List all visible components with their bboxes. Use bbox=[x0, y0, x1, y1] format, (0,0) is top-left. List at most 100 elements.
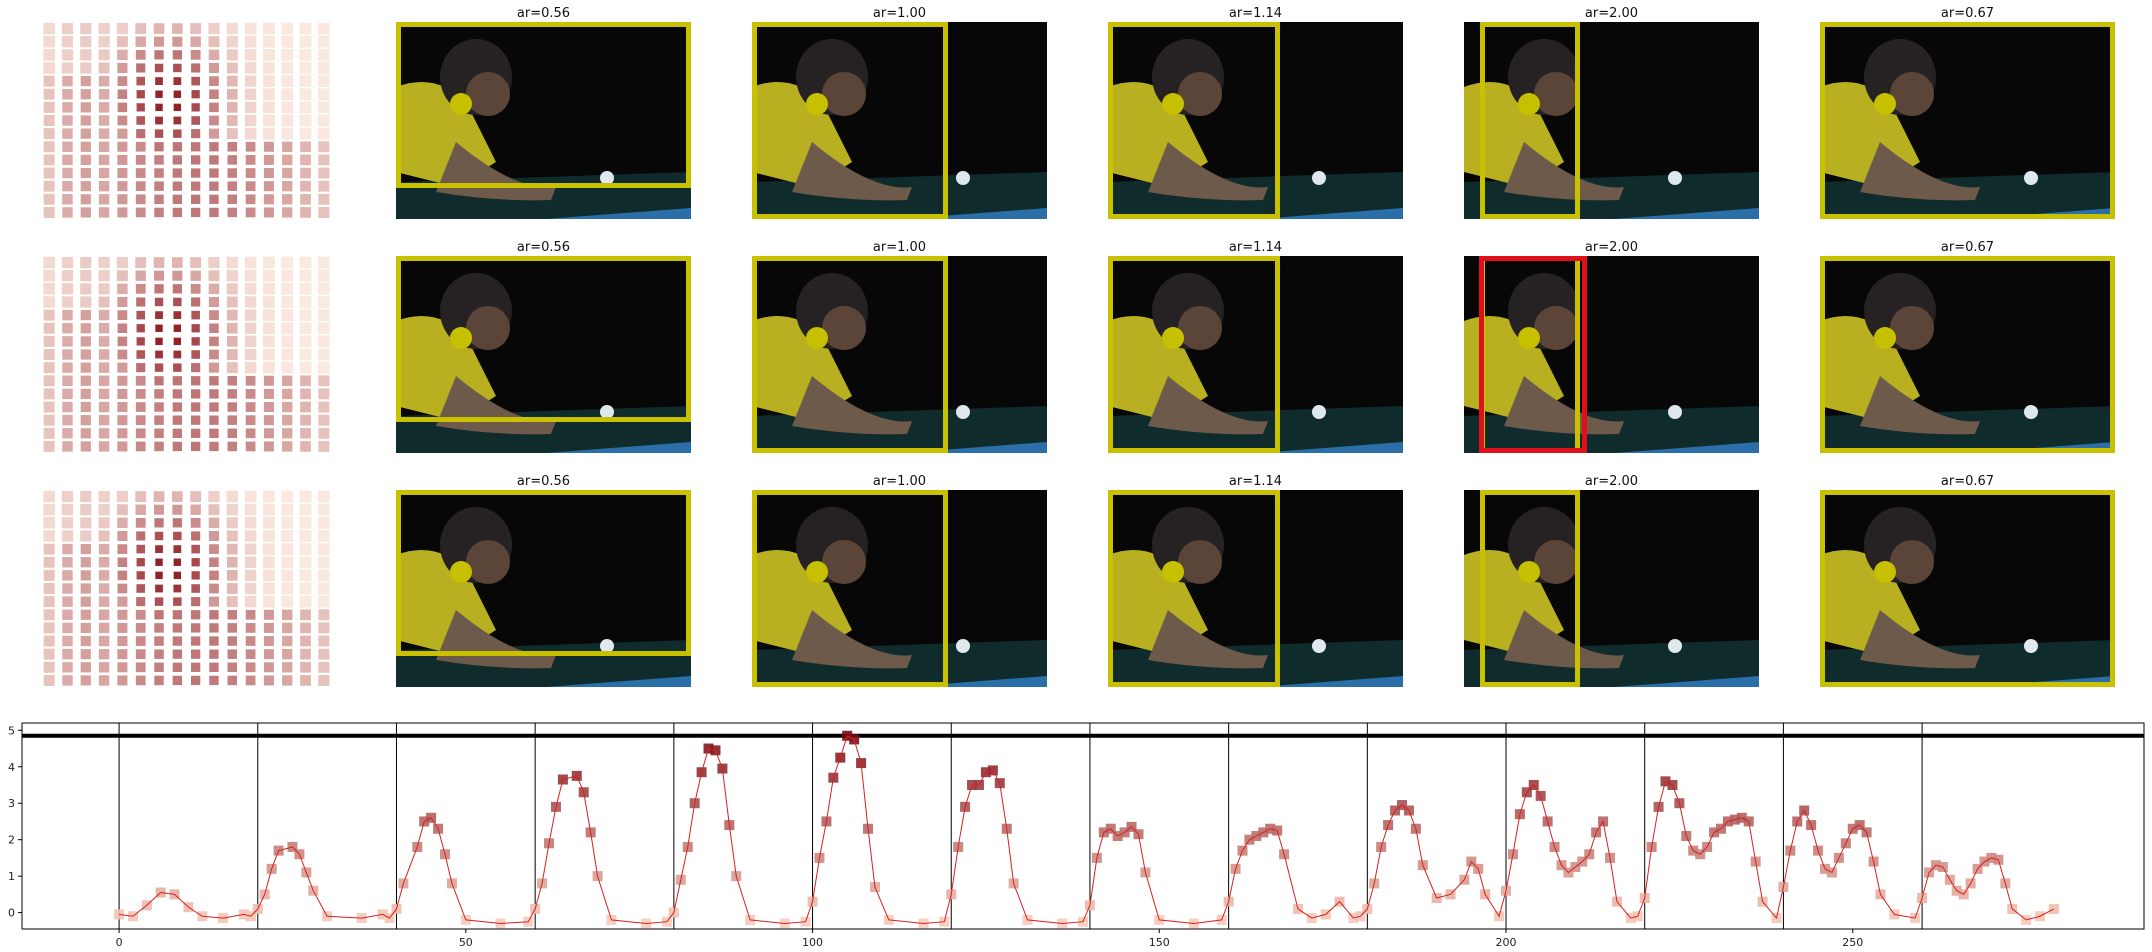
x-tick-label: 150 bbox=[1149, 936, 1170, 949]
heatmap-cell bbox=[43, 141, 55, 153]
heatmap-cell bbox=[191, 544, 200, 554]
heatmap-cell bbox=[172, 284, 182, 294]
heatmap-cell bbox=[43, 362, 55, 374]
plot-frame bbox=[21, 722, 2145, 930]
heatmap-cell bbox=[317, 35, 330, 48]
heatmap-cell bbox=[98, 75, 110, 87]
heatmap-cell bbox=[136, 531, 146, 541]
heatmap-cell bbox=[62, 323, 73, 334]
heatmap-cell bbox=[244, 503, 257, 516]
heatmap-cell bbox=[208, 490, 220, 503]
heatmap-cell bbox=[281, 490, 294, 503]
heatmap-cell bbox=[154, 297, 164, 307]
heatmap-cell bbox=[154, 376, 164, 386]
heatmap-cell bbox=[98, 504, 110, 516]
heatmap-cell bbox=[98, 167, 110, 179]
heatmap-cell bbox=[117, 544, 128, 554]
heatmap-cell bbox=[98, 270, 110, 282]
heatmap-cell bbox=[173, 584, 182, 593]
heatmap-cell bbox=[299, 595, 312, 608]
heatmap-cell bbox=[98, 283, 110, 295]
heatmap-cell bbox=[281, 88, 294, 101]
heatmap-cell bbox=[117, 530, 128, 542]
heatmap-cell bbox=[209, 675, 219, 686]
heatmap-cell bbox=[173, 337, 182, 346]
heatmap-cell bbox=[263, 88, 275, 101]
panel-title: ar=0.67 bbox=[1941, 240, 1994, 255]
heatmap-cell bbox=[263, 649, 274, 660]
heatmap-cell bbox=[80, 102, 91, 113]
heatmap-cell bbox=[208, 256, 220, 269]
heatmap-cell bbox=[80, 388, 91, 400]
heatmap-cell bbox=[173, 90, 182, 98]
heatmap-cell bbox=[43, 128, 55, 140]
player-arm bbox=[1148, 142, 1268, 201]
heatmap-cell bbox=[135, 36, 146, 47]
heatmap-cell bbox=[98, 128, 110, 139]
heatmap-cell bbox=[281, 282, 294, 295]
heatmap-cell bbox=[98, 596, 110, 607]
heatmap-cell bbox=[117, 49, 128, 61]
heatmap-cell bbox=[98, 180, 110, 192]
crop-panel: ar=0.56 bbox=[396, 240, 691, 453]
heatmap-cell bbox=[317, 490, 330, 503]
heatmap-cell bbox=[226, 349, 238, 360]
heatmap-cell bbox=[98, 635, 110, 647]
heatmap-cell bbox=[43, 309, 55, 321]
heatmap-cell bbox=[80, 401, 91, 413]
heatmap-cell bbox=[116, 22, 129, 35]
heatmap-cell bbox=[209, 89, 219, 100]
heatmap-cell bbox=[172, 50, 182, 60]
heatmap-cell bbox=[80, 309, 91, 321]
heatmap-cell bbox=[245, 662, 256, 673]
heatmap-cell bbox=[155, 558, 163, 566]
heatmap-cell bbox=[226, 490, 239, 503]
heatmap-cell bbox=[80, 36, 92, 48]
heatmap-cell bbox=[300, 154, 311, 166]
heatmap-cell bbox=[155, 311, 163, 319]
heatmap-cell bbox=[135, 49, 146, 60]
heatmap-cell bbox=[61, 49, 74, 61]
heatmap-cell bbox=[263, 194, 274, 205]
heatmap-cell bbox=[61, 504, 74, 516]
heatmap-cell bbox=[43, 635, 55, 647]
heatmap-cell bbox=[190, 257, 202, 269]
heatmap-cell bbox=[43, 322, 55, 334]
heatmap-cell bbox=[173, 103, 182, 112]
heatmap-cell bbox=[191, 76, 200, 86]
crop-box bbox=[1108, 22, 1280, 219]
heatmap-cell bbox=[245, 415, 256, 426]
heatmap-cell bbox=[62, 635, 73, 647]
heatmap-cell bbox=[299, 335, 312, 348]
heatmap-cell bbox=[191, 363, 201, 373]
heatmap-cell bbox=[299, 88, 312, 101]
heatmap-cell bbox=[62, 349, 73, 360]
heatmap-cell bbox=[80, 362, 91, 373]
heatmap-cell bbox=[80, 167, 91, 179]
heatmap-cell bbox=[117, 323, 128, 334]
heatmap-cell bbox=[80, 504, 92, 516]
heatmap-cell bbox=[61, 530, 74, 542]
heatmap-cell bbox=[208, 504, 220, 516]
player-arm bbox=[1148, 610, 1268, 669]
heatmap-cell bbox=[172, 428, 183, 438]
heatmap-cell bbox=[154, 649, 164, 659]
heatmap-cell bbox=[191, 610, 201, 620]
heatmap-cell bbox=[98, 428, 110, 439]
heatmap-cell bbox=[62, 596, 73, 607]
heatmap-cell bbox=[62, 648, 73, 660]
attention-heatmap bbox=[43, 22, 330, 218]
heatmap-cell bbox=[154, 155, 164, 165]
panel-title: ar=1.00 bbox=[873, 240, 926, 255]
heatmap-cell bbox=[227, 194, 238, 205]
heatmap-cell bbox=[300, 375, 311, 387]
heatmap-cell bbox=[191, 350, 200, 359]
heatmap-cell bbox=[43, 569, 55, 581]
heatmap-cell bbox=[209, 441, 219, 452]
heatmap-cell bbox=[62, 309, 73, 321]
heatmap-cell bbox=[245, 207, 256, 218]
heatmap-cell bbox=[191, 337, 200, 346]
heatmap-cell bbox=[80, 583, 91, 594]
heatmap-cell bbox=[281, 582, 294, 595]
heatmap-cell bbox=[299, 490, 312, 503]
